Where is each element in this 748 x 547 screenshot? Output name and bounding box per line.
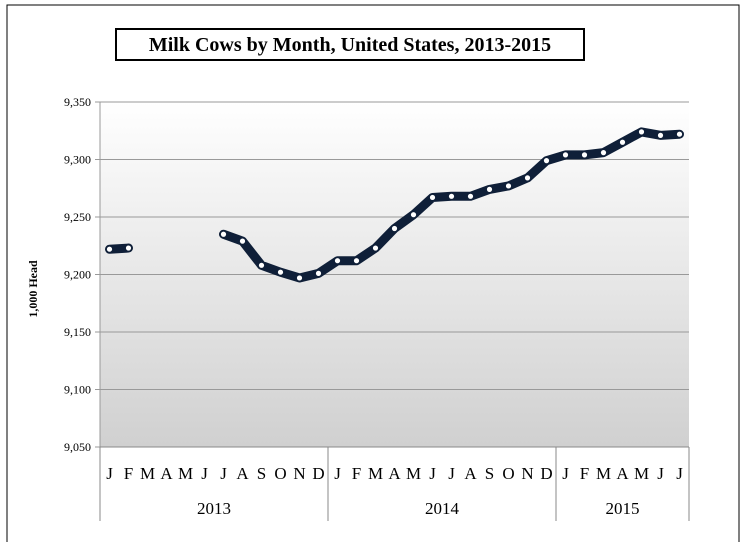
data-point [543,158,550,164]
x-tick-label: M [368,464,383,483]
data-point [657,132,664,138]
x-tick-label: A [160,464,173,483]
x-tick-label: F [352,464,361,483]
x-tick-label: A [388,464,401,483]
data-point [429,194,436,201]
data-point [315,270,322,276]
x-tick-label: J [201,464,208,483]
x-tick-label: A [616,464,629,483]
data-point [581,152,588,158]
y-tick-label: 9,050 [64,440,91,454]
y-tick-label: 9,100 [64,383,91,397]
data-point [410,212,417,218]
x-tick-label: M [634,464,649,483]
x-tick-label: F [580,464,589,483]
y-tick-label: 9,250 [64,210,91,224]
x-tick-label: J [220,464,227,483]
data-point [353,258,360,264]
x-tick-label: O [502,464,514,483]
x-tick-label: F [124,464,133,483]
year-label: 2013 [197,499,231,518]
x-tick-label: J [106,464,113,483]
x-tick-label: O [274,464,286,483]
data-point [277,269,284,275]
x-tick-label: A [464,464,477,483]
data-markers [106,129,683,281]
x-tick-label: J [334,464,341,483]
x-tick-label: M [406,464,421,483]
data-point [296,275,303,281]
data-point [258,262,265,268]
y-tick-label: 9,300 [64,153,91,167]
data-point [106,246,113,252]
y-axis-ticks: 9,050 9,100 9,150 9,200 9,250 9,300 9,350 [64,95,101,454]
data-point [619,139,626,145]
y-tick-label: 9,150 [64,325,91,339]
series-line-segment [105,243,133,254]
data-point [524,175,531,181]
x-tick-label: N [521,464,533,483]
title-box [115,28,585,61]
x-tick-label: S [485,464,494,483]
x-tick-label: J [562,464,569,483]
x-tick-label: J [448,464,455,483]
data-point [220,231,227,237]
data-point [125,245,132,251]
data-point [239,238,246,244]
x-tick-label: N [293,464,305,483]
chart-title: Milk Cows by Month, United States, 2013-… [149,34,551,56]
data-point [391,225,398,232]
data-point [600,150,607,156]
data-point [676,131,683,137]
gridlines [100,101,689,448]
data-point [505,183,512,189]
data-point [448,193,455,199]
x-tick-label: A [236,464,249,483]
x-tick-label: J [657,464,664,483]
x-tick-label: M [178,464,193,483]
data-point [562,152,569,158]
x-tick-label: J [429,464,436,483]
year-label: 2015 [606,499,640,518]
data-point [638,129,645,135]
x-tick-label: M [596,464,611,483]
y-tick-label: 9,350 [64,95,91,109]
x-tick-label: D [312,464,324,483]
data-point [467,193,474,199]
y-tick-label: 9,200 [64,268,91,282]
x-tick-label: D [540,464,552,483]
data-point [372,245,379,251]
data-point [334,258,341,264]
x-tick-label: M [140,464,155,483]
x-tick-label: J [676,464,683,483]
year-label: 2014 [425,499,460,518]
x-tick-label: S [257,464,266,483]
y-axis-label: 1,000 Head [26,260,40,318]
data-point [486,186,493,192]
